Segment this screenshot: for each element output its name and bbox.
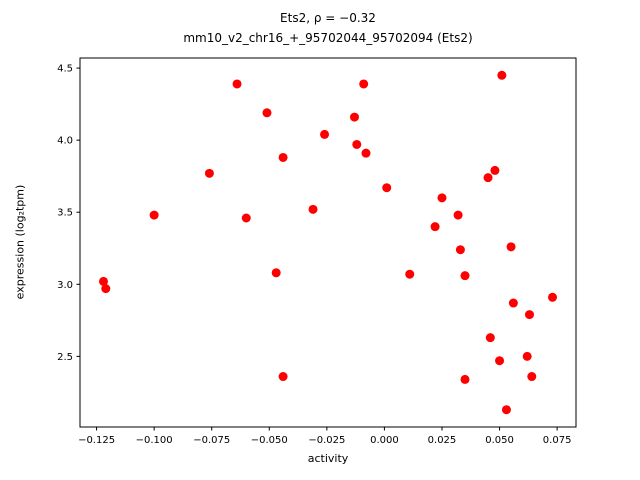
data-point — [361, 148, 371, 158]
data-point — [241, 213, 251, 223]
data-point — [232, 79, 242, 89]
data-point — [278, 372, 288, 382]
chart-title-line2: mm10_v2_chr16_+_95702044_95702094 (Ets2) — [183, 31, 473, 45]
data-point — [149, 210, 159, 220]
data-point — [508, 298, 518, 308]
data-point — [522, 351, 532, 361]
chart-title-line1: Ets2, ρ = −0.32 — [280, 11, 376, 25]
data-point — [430, 222, 440, 232]
plot-border — [79, 57, 577, 428]
chart-title: Ets2, ρ = −0.32 mm10_v2_chr16_+_95702044… — [80, 8, 576, 48]
data-point — [359, 79, 369, 89]
data-point — [490, 165, 500, 175]
y-tick-label: 4.5 — [57, 64, 73, 75]
y-tick-label: 3.5 — [57, 208, 73, 219]
data-point — [455, 245, 465, 255]
data-point — [405, 269, 415, 279]
data-point — [497, 70, 507, 80]
data-point — [349, 112, 359, 122]
x-tick-label: −0.025 — [308, 435, 345, 446]
x-tick-label: −0.075 — [193, 435, 230, 446]
data-point — [101, 284, 111, 294]
x-axis-label: activity — [307, 452, 349, 465]
y-tick-label: 3.0 — [57, 280, 73, 291]
data-point — [501, 405, 511, 415]
data-point — [320, 129, 330, 139]
data-point — [524, 310, 534, 320]
data-point — [204, 168, 214, 178]
x-tick-label: −0.125 — [78, 435, 115, 446]
data-point — [506, 242, 516, 252]
data-point — [460, 271, 470, 281]
data-point — [548, 292, 558, 302]
y-tick-label: 4.0 — [57, 136, 73, 147]
data-point — [527, 372, 537, 382]
data-point — [453, 210, 463, 220]
data-point — [262, 108, 272, 118]
data-point — [308, 204, 318, 214]
data-point — [483, 173, 493, 183]
data-point — [460, 374, 470, 384]
data-point — [278, 152, 288, 162]
data-point — [485, 333, 495, 343]
data-point — [382, 183, 392, 193]
data-point — [495, 356, 505, 366]
data-point — [352, 139, 362, 149]
data-point — [271, 268, 281, 278]
data-point — [98, 276, 108, 286]
x-tick-label: −0.050 — [251, 435, 288, 446]
x-tick-label: 0.000 — [370, 435, 399, 446]
data-point — [437, 193, 447, 203]
x-tick-label: 0.025 — [428, 435, 457, 446]
x-tick-label: 0.050 — [485, 435, 514, 446]
y-axis-label: expression (log₂tpm) — [13, 184, 27, 300]
y-tick-label: 2.5 — [57, 352, 73, 363]
x-tick-label: −0.100 — [136, 435, 173, 446]
x-tick-label: 0.075 — [543, 435, 572, 446]
